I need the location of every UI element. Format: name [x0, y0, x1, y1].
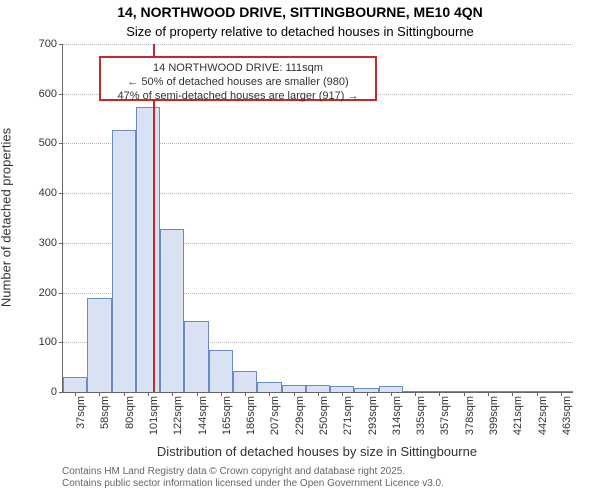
xtick-label: 207sqm [269, 392, 281, 435]
annotation-line-3: 47% of semi-detached houses are larger (… [107, 90, 369, 104]
xtick-label: 37sqm [75, 392, 87, 429]
annotation-box: 14 NORTHWOOD DRIVE: 111sqm ← 50% of deta… [99, 56, 377, 101]
ytick-label: 100 [39, 336, 63, 348]
xtick-label: 144sqm [197, 392, 209, 435]
histogram-bar [306, 385, 330, 392]
footer-attribution: Contains HM Land Registry data © Crown c… [62, 466, 444, 490]
x-axis-label: Distribution of detached houses by size … [62, 444, 572, 459]
xtick-label: 229sqm [294, 392, 306, 435]
xtick-label: 165sqm [221, 392, 233, 435]
annotation-line-2: ← 50% of detached houses are smaller (98… [107, 76, 369, 90]
xtick-label: 335sqm [415, 392, 427, 435]
xtick-label: 250sqm [318, 392, 330, 435]
xtick-label: 271sqm [342, 392, 354, 435]
xtick-label: 378sqm [464, 392, 476, 435]
xtick-label: 186sqm [245, 392, 257, 435]
footer-line-2: Contains public sector information licen… [62, 478, 444, 490]
y-axis-label: Number of detached properties [0, 44, 14, 392]
xtick-label: 357sqm [439, 392, 451, 435]
ytick-label: 700 [39, 38, 63, 50]
ytick-label: 400 [39, 187, 63, 199]
histogram-bar [209, 350, 233, 392]
xtick-label: 122sqm [172, 392, 184, 435]
histogram-bar [282, 385, 306, 392]
xtick-label: 293sqm [367, 392, 379, 435]
ytick-label: 300 [39, 237, 63, 249]
annotation-line-1: 14 NORTHWOOD DRIVE: 111sqm [107, 62, 369, 76]
ytick-label: 500 [39, 137, 63, 149]
histogram-bar [184, 321, 208, 392]
xtick-label: 463sqm [561, 392, 573, 435]
xtick-label: 442sqm [537, 392, 549, 435]
footer-line-1: Contains HM Land Registry data © Crown c… [62, 466, 444, 478]
plot-area: 14 NORTHWOOD DRIVE: 111sqm ← 50% of deta… [62, 44, 573, 393]
histogram-bar [136, 107, 160, 392]
chart-title-line2: Size of property relative to detached ho… [0, 24, 600, 39]
xtick-label: 421sqm [512, 392, 524, 435]
xtick-label: 314sqm [391, 392, 403, 435]
xtick-label: 399sqm [488, 392, 500, 435]
xtick-label: 80sqm [124, 392, 136, 429]
chart-title-line1: 14, NORTHWOOD DRIVE, SITTINGBOURNE, ME10… [0, 4, 600, 20]
xtick-label: 101sqm [148, 392, 160, 435]
ytick-label: 600 [39, 88, 63, 100]
histogram-bar [112, 130, 136, 392]
xtick-label: 58sqm [99, 392, 111, 429]
histogram-bar [160, 229, 184, 392]
ytick-label: 0 [51, 386, 63, 398]
histogram-bar [257, 382, 281, 392]
chart-container: 14, NORTHWOOD DRIVE, SITTINGBOURNE, ME10… [0, 0, 600, 500]
gridline [63, 44, 573, 45]
histogram-bar [87, 298, 111, 392]
histogram-bar [233, 371, 257, 392]
ytick-label: 200 [39, 287, 63, 299]
histogram-bar [63, 377, 87, 392]
